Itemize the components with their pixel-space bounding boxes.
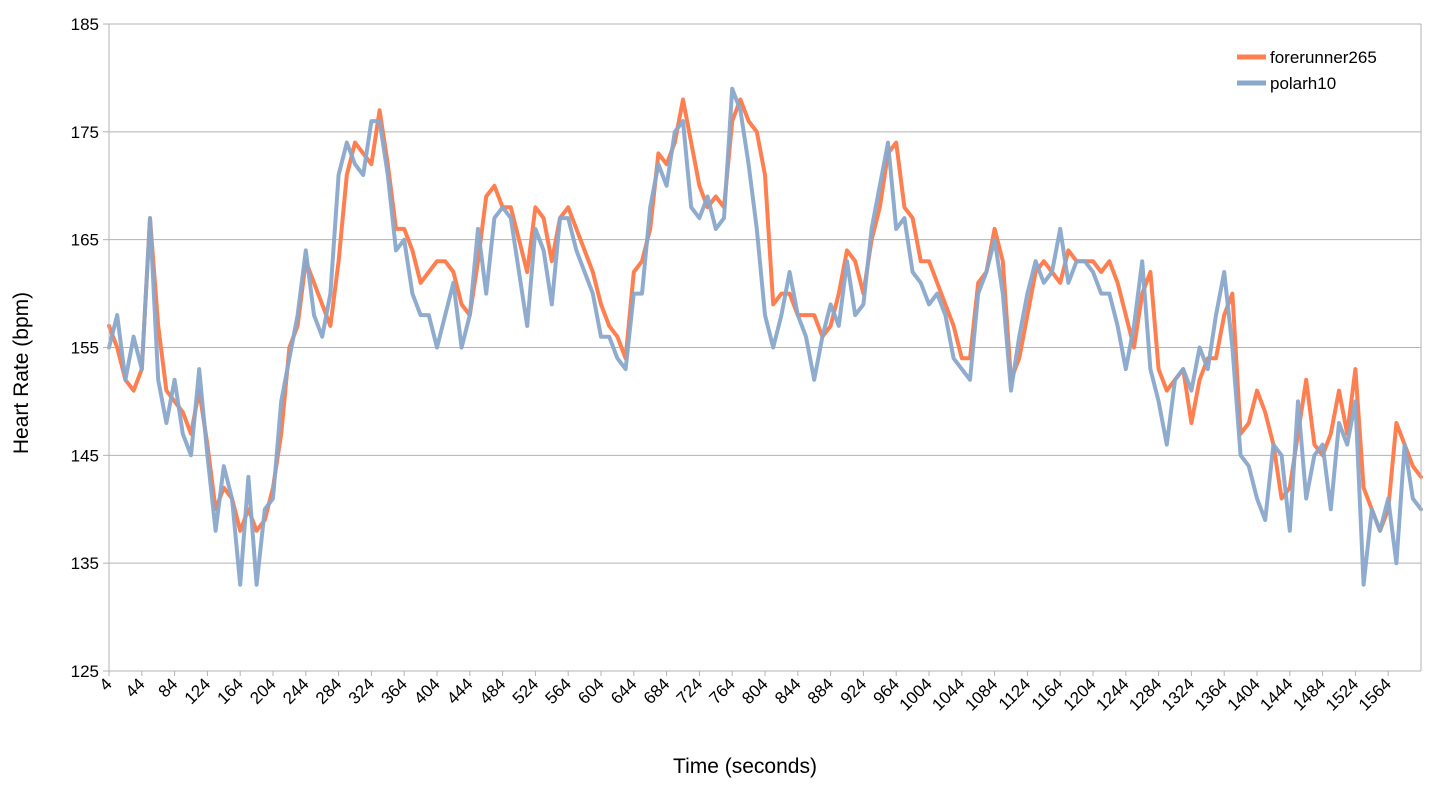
x-tick-label: 84 [155, 674, 182, 701]
x-tick-label: 1244 [1092, 674, 1132, 714]
x-tick-label: 1324 [1158, 674, 1198, 714]
x-tick-label: 204 [246, 674, 279, 707]
y-tick-label: 185 [71, 15, 99, 34]
x-tick-label: 1084 [961, 674, 1001, 714]
x-tick-label: 124 [181, 674, 214, 707]
x-tick-label: 244 [279, 674, 312, 707]
y-tick-label: 175 [71, 123, 99, 142]
x-tick-label: 1404 [1224, 674, 1264, 714]
x-tick-label: 1044 [928, 674, 968, 714]
x-tick-label: 524 [509, 674, 542, 707]
y-tick-label: 145 [71, 446, 99, 465]
x-tick-label: 804 [738, 674, 771, 707]
x-tick-label: 764 [706, 674, 739, 707]
legend-entry-polarh10: polarh10 [1270, 74, 1336, 93]
x-tick-label: 1124 [995, 674, 1034, 713]
y-tick-label: 135 [71, 554, 99, 573]
legend: forerunner265 polarh10 [1237, 48, 1377, 93]
x-tick-label: 44 [122, 674, 149, 701]
x-tick-label: 364 [378, 674, 411, 707]
x-axis-title: Time (seconds) [673, 755, 817, 778]
x-tick-label: 884 [804, 674, 837, 707]
x-tick-label: 1004 [896, 674, 936, 714]
x-tick-label: 564 [542, 674, 575, 707]
x-tick-label: 4 [96, 674, 116, 694]
x-tick-label: 684 [640, 674, 673, 707]
series-line-polarh10 [107, 86, 1423, 587]
x-tick-label: 924 [837, 674, 870, 707]
y-tick-label: 125 [71, 662, 99, 681]
y-tick-label: 155 [71, 339, 99, 358]
x-tick-label: 644 [607, 674, 640, 707]
x-tick-label: 1444 [1256, 674, 1296, 714]
x-tick-label: 604 [574, 674, 607, 707]
x-tick-label: 1204 [1060, 674, 1100, 714]
x-tick-label: 724 [673, 674, 706, 707]
x-tick-label: 164 [214, 674, 247, 707]
x-tick-label: 1564 [1355, 674, 1395, 714]
x-tick-label: 1524 [1322, 674, 1362, 714]
x-tick-label: 1284 [1125, 674, 1165, 714]
series-lines [107, 86, 1423, 587]
y-axis-title: Heart Rate (bpm) [10, 292, 33, 454]
x-tick-label: 324 [345, 674, 378, 707]
x-tick-label: 444 [443, 674, 476, 707]
x-tick-label: 1484 [1289, 674, 1329, 714]
x-tick-label: 284 [312, 674, 345, 707]
x-tick-label: 1364 [1191, 674, 1231, 714]
x-tick-label: 404 [410, 674, 443, 707]
y-tick-label: 165 [71, 231, 99, 250]
series-line-forerunner265 [107, 97, 1423, 533]
gridlines [109, 23, 1421, 672]
x-tick-label: 484 [476, 674, 509, 707]
x-tick-label: 844 [771, 674, 804, 707]
legend-entry-forerunner265: forerunner265 [1270, 48, 1377, 67]
x-tick-label: 1164 [1028, 674, 1067, 713]
